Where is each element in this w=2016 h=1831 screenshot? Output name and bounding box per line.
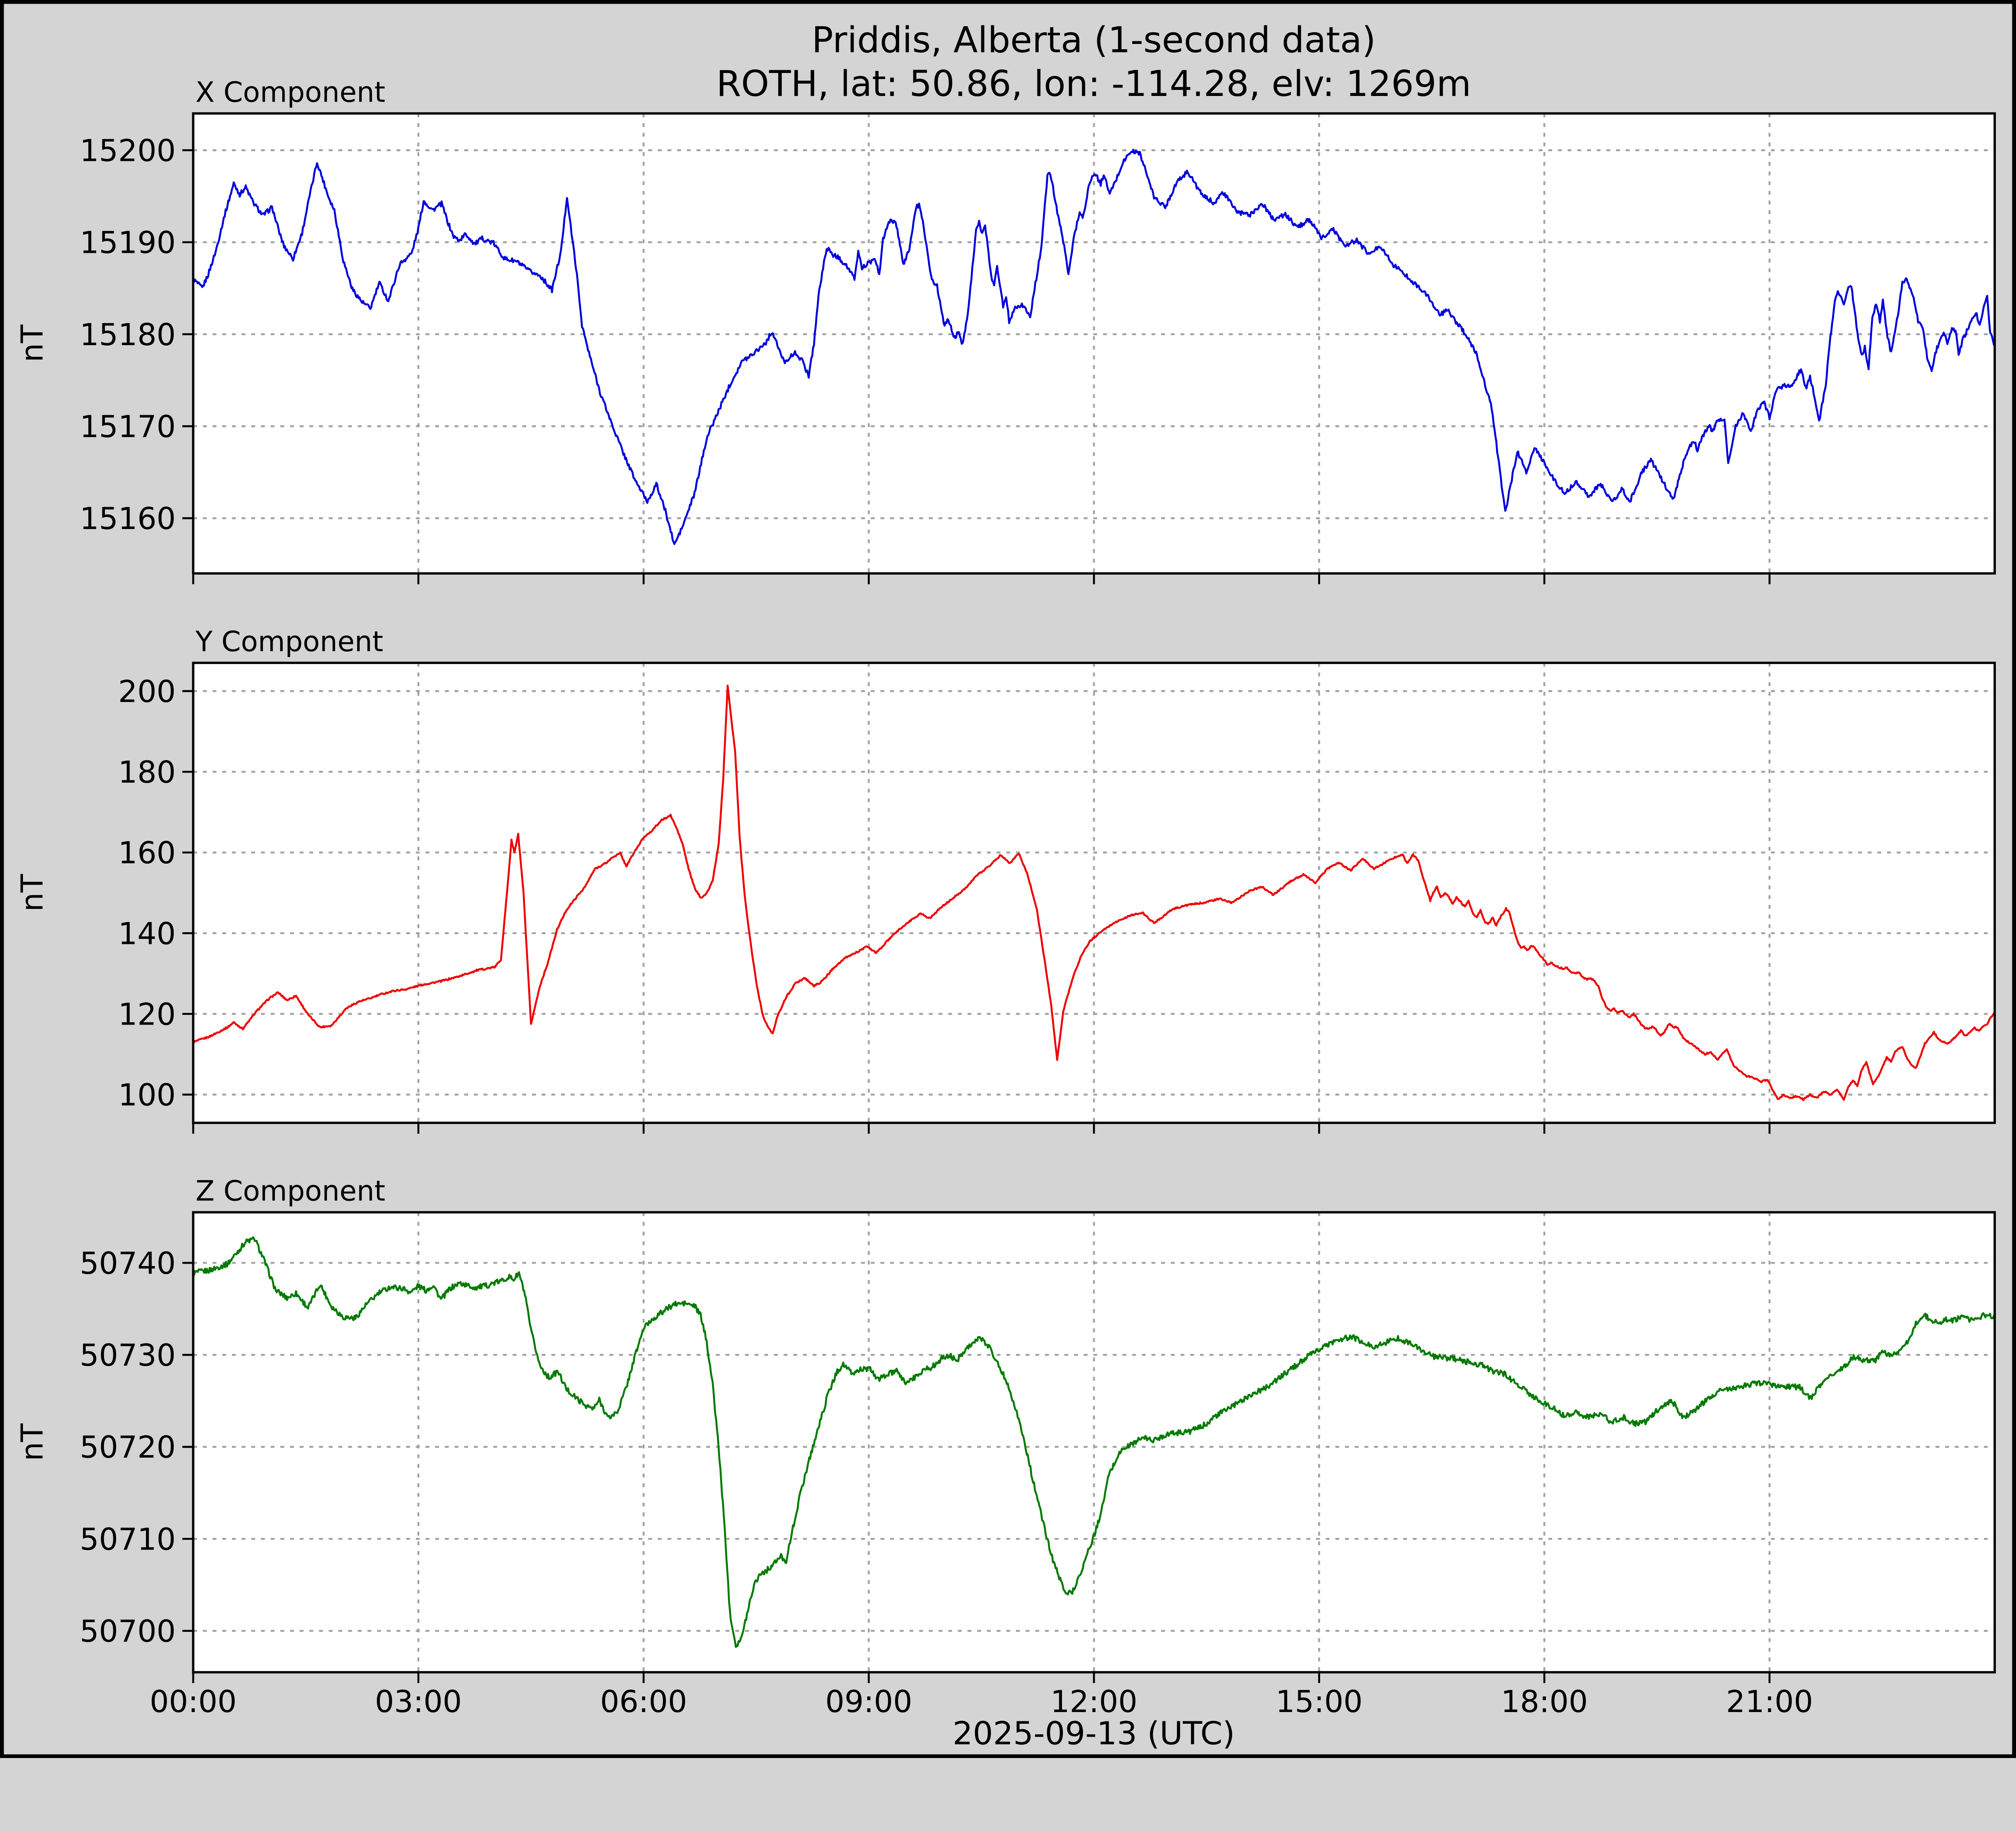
subplot-title-x: X Component bbox=[196, 77, 385, 109]
y-component-line bbox=[193, 684, 1995, 1102]
x-tick-label: 15:00 bbox=[1276, 1684, 1363, 1719]
y-tick-label: 120 bbox=[118, 996, 176, 1032]
x-tick-label: 09:00 bbox=[825, 1684, 912, 1719]
figure-title: Priddis, Alberta (1-second data) bbox=[812, 19, 1376, 61]
y-tick-label: 50730 bbox=[80, 1337, 176, 1373]
y-tick-label: 160 bbox=[118, 835, 176, 871]
y-tick-label: 15180 bbox=[80, 317, 176, 352]
y-tick-label: 50720 bbox=[80, 1429, 176, 1465]
x-tick-label: 00:00 bbox=[150, 1684, 237, 1719]
y-axis-label-y: nT bbox=[15, 874, 50, 911]
magnetogram-plot: Priddis, Alberta (1-second data) ROTH, l… bbox=[0, 0, 2016, 1758]
subplot-title-z: Z Component bbox=[196, 1175, 385, 1208]
y-tick-label: 50740 bbox=[80, 1246, 176, 1281]
tick-marks bbox=[182, 149, 1771, 585]
figure-subtitle: ROTH, lat: 50.86, lon: -114.28, elv: 126… bbox=[716, 63, 1471, 104]
x-tick-label: 12:00 bbox=[1050, 1684, 1137, 1719]
y-tick-label: 200 bbox=[118, 674, 176, 709]
axes-y-component: 100 120 140 160 180 200 Y Component nT bbox=[15, 626, 1996, 1134]
gridlines bbox=[192, 1212, 1995, 1673]
y-tick-label: 15190 bbox=[80, 225, 176, 260]
y-tick-label: 180 bbox=[118, 754, 176, 790]
x-axis-label: 2025-09-13 (UTC) bbox=[953, 1715, 1235, 1752]
z-component-line bbox=[193, 1236, 1995, 1648]
y-tick-label: 15200 bbox=[80, 133, 176, 168]
y-axis-label-x: nT bbox=[15, 325, 50, 362]
axes-background bbox=[193, 113, 1995, 574]
y-tick-label: 140 bbox=[118, 916, 176, 951]
y-axis-label-z: nT bbox=[15, 1423, 50, 1461]
y-tick-label: 50710 bbox=[80, 1521, 176, 1557]
axes-x-component: 15160 15170 15180 15190 15200 X Component nT bbox=[15, 77, 1996, 585]
gridlines bbox=[192, 113, 1995, 574]
y-tick-label: 100 bbox=[118, 1077, 176, 1113]
x-tick-label: 03:00 bbox=[375, 1684, 462, 1719]
x-component-line bbox=[193, 148, 1995, 545]
gridlines bbox=[192, 662, 1995, 1123]
figure-border bbox=[0, 0, 2016, 1758]
y-tick-labels: 100 120 140 160 180 200 bbox=[118, 674, 176, 1113]
axes-spines bbox=[192, 662, 1996, 1124]
y-tick-label: 15160 bbox=[80, 501, 176, 536]
tick-marks bbox=[182, 1262, 1771, 1683]
y-tick-labels: 50700 50710 50720 50730 50740 bbox=[80, 1246, 176, 1649]
y-tick-label: 50700 bbox=[80, 1614, 176, 1649]
x-tick-label: 06:00 bbox=[600, 1684, 687, 1719]
x-tick-label: 21:00 bbox=[1726, 1684, 1813, 1719]
tick-marks bbox=[182, 690, 1771, 1134]
axes-background bbox=[193, 1212, 1995, 1673]
y-tick-labels: 15160 15170 15180 15190 15200 bbox=[80, 133, 176, 536]
axes-spines bbox=[192, 112, 1996, 575]
axes-z-component: 50700 50710 50720 50730 50740 Z Component nT bbox=[15, 1175, 1996, 1683]
y-tick-label: 15170 bbox=[80, 409, 176, 444]
x-tick-labels: 00:00 03:00 06:00 09:00 12:00 15:00 18:00 21:00 bbox=[150, 1684, 1813, 1719]
figure: Priddis, Alberta (1-second data) ROTH, l… bbox=[0, 0, 2016, 1758]
x-tick-label: 18:00 bbox=[1501, 1684, 1588, 1719]
axes-spines bbox=[192, 1211, 1996, 1674]
subplot-title-y: Y Component bbox=[195, 626, 383, 658]
